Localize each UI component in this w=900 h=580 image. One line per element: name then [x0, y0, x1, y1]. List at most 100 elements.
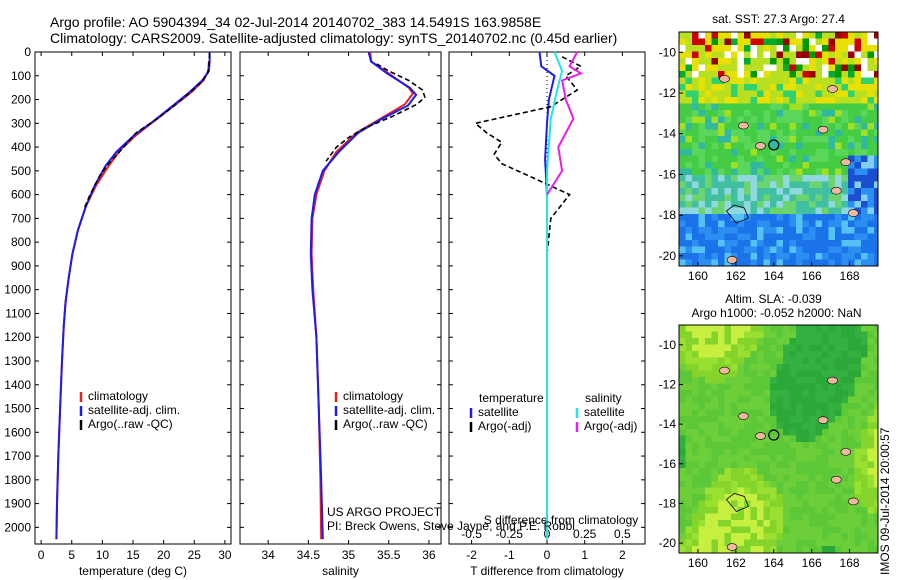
map-cell	[783, 259, 790, 266]
map-cell	[724, 468, 732, 475]
map-cell	[841, 533, 849, 540]
map-cell	[815, 513, 823, 521]
map-cell	[841, 71, 849, 78]
map-cell	[744, 481, 751, 488]
map-cell	[744, 32, 751, 39]
map-cell	[861, 442, 868, 449]
map-cell	[783, 364, 790, 371]
map-cell	[802, 162, 810, 169]
map-cell	[776, 181, 784, 189]
map-cell	[692, 227, 699, 234]
map-cell	[835, 513, 842, 521]
map-cell	[692, 84, 699, 91]
map-cell	[705, 461, 712, 469]
map-cell	[867, 201, 875, 208]
map-cell	[763, 201, 771, 208]
map-cell	[776, 246, 784, 254]
map-cell	[685, 45, 693, 52]
map-cell	[711, 539, 719, 547]
map-cell	[874, 149, 878, 156]
map-cell	[718, 97, 725, 104]
map-cell	[711, 188, 719, 195]
map-cell	[848, 416, 855, 423]
legend-label: temperature	[479, 391, 544, 405]
map-cell	[815, 45, 823, 52]
map-cell	[828, 403, 836, 410]
map-cell	[867, 90, 875, 98]
map-cell	[724, 253, 732, 260]
map-cell	[679, 526, 686, 534]
map-cell	[809, 325, 816, 332]
map-cell	[874, 442, 878, 449]
map-cell	[679, 513, 686, 521]
map-cell	[737, 84, 745, 91]
map-cell	[835, 325, 842, 332]
map-cell	[776, 370, 784, 378]
y-tick-label: -12	[659, 86, 677, 100]
map-cell	[685, 175, 693, 182]
map-cell	[737, 442, 745, 449]
map-cell	[744, 396, 751, 404]
map-cell	[692, 90, 699, 98]
map-cell	[731, 64, 738, 72]
map-cell	[698, 220, 706, 228]
map-cell	[848, 364, 855, 371]
map-cell	[698, 442, 706, 449]
map-cell	[802, 168, 810, 176]
map-cell	[750, 155, 758, 163]
map-cell	[802, 429, 810, 436]
map-cell	[861, 38, 868, 46]
map-cell	[692, 409, 699, 417]
map-cell	[685, 409, 693, 417]
map-cell	[841, 77, 849, 85]
map-cell	[737, 129, 745, 137]
map-cell	[685, 240, 693, 247]
map-cell	[711, 429, 719, 436]
map-cell	[822, 110, 829, 117]
map-cell	[789, 259, 797, 266]
map-cell	[711, 64, 719, 72]
map-cell	[809, 461, 816, 469]
map-cell	[874, 201, 878, 208]
map-cell	[757, 51, 764, 59]
map-cell	[679, 58, 686, 65]
map-cell	[744, 136, 751, 143]
map-cell	[861, 396, 868, 404]
map-cell	[731, 370, 738, 378]
map-cell	[874, 377, 878, 384]
map-cell	[861, 448, 868, 456]
map-cell	[822, 364, 829, 371]
map-cell	[783, 168, 790, 176]
map-cell	[867, 259, 875, 266]
map-cell	[731, 481, 738, 488]
map-cell	[692, 429, 699, 436]
map-cell	[679, 370, 686, 378]
map-cell	[750, 168, 758, 176]
map-cell	[861, 207, 868, 215]
map-cell	[854, 116, 862, 124]
map-cell	[835, 136, 842, 143]
map-cell	[815, 331, 823, 339]
map-cell	[711, 338, 719, 345]
map-cell	[757, 416, 764, 423]
map-cell	[796, 175, 803, 182]
map-cell	[828, 136, 836, 143]
map-cell	[685, 429, 693, 436]
map-cell	[822, 520, 829, 527]
map-cell	[854, 123, 862, 130]
map-cell	[737, 429, 745, 436]
map-cell	[679, 220, 686, 228]
map-cell	[796, 155, 803, 163]
map-cell	[828, 116, 836, 124]
argo-location-marker	[768, 429, 780, 441]
map-cell	[854, 188, 862, 195]
map-cell	[848, 259, 855, 266]
map-cell	[861, 409, 868, 417]
map-cell	[874, 110, 878, 117]
map-cell	[841, 370, 849, 378]
map-cell	[867, 351, 875, 358]
map-cell	[744, 103, 751, 111]
map-cell	[731, 422, 738, 430]
map-cell	[731, 240, 738, 247]
map-cell	[783, 64, 790, 72]
